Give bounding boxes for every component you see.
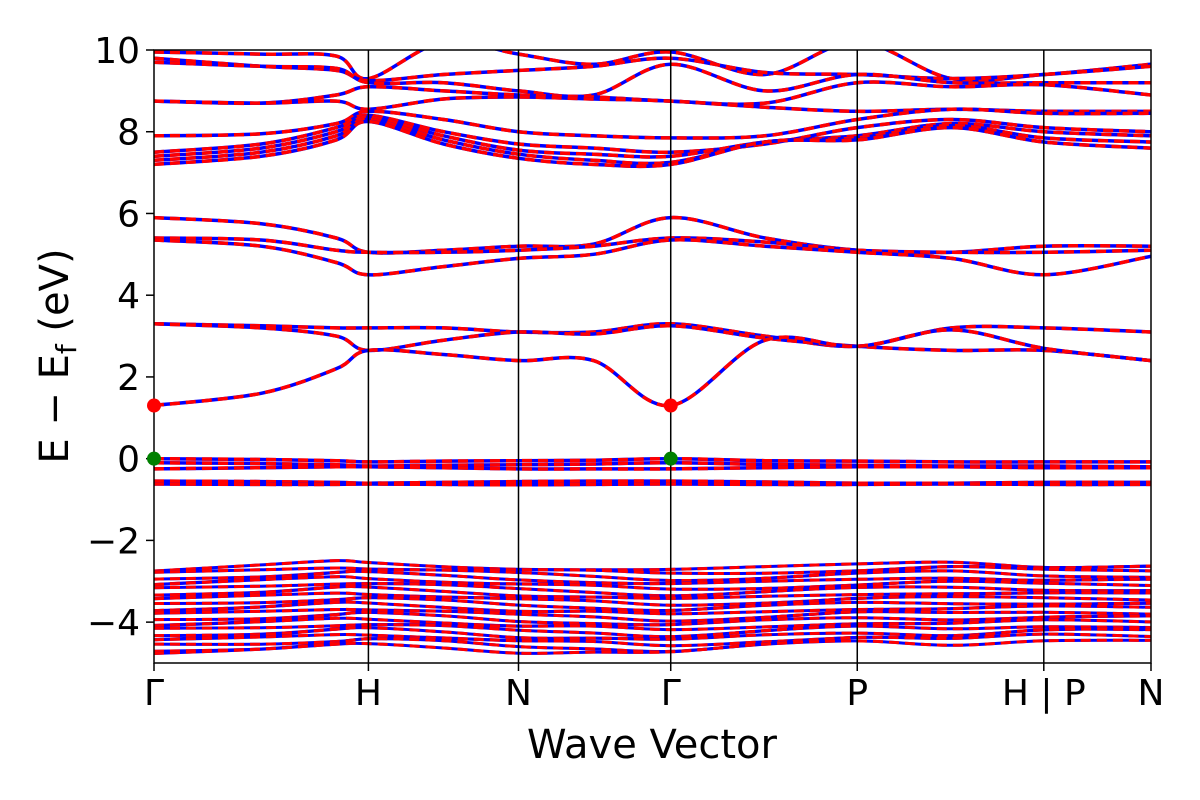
y-axis-label-sub: f [50,343,83,354]
mid-lower-band-1-down [154,322,1151,363]
plot-frame [153,49,1152,664]
near-ef-band-2-down [154,464,1151,471]
marker-0 [147,398,161,413]
x-axis-label: Wave Vector [527,722,778,768]
y-tick-label-2: 0 [117,440,140,481]
x-axis-ticks: Γ H N Γ P H | P N [144,663,1165,714]
y-axis-ticks: −4 −2 0 2 4 6 8 10 [87,31,154,644]
mid-upper-band-2-down [154,238,1151,277]
top-manifold-band-8-down [154,117,1151,166]
kpath-lines [367,50,1045,663]
near-ef-band-0-down [154,456,1151,464]
x-tick-label-6: N [1138,673,1165,714]
plot-area [154,50,1151,655]
y-tick-label-6: 8 [117,113,140,154]
x-tick-label-3: Γ [661,673,681,714]
top-manifold-band-1-down [154,56,1151,83]
x-tick-label-1: H [355,673,382,714]
y-axis-label-unit: (eV) [32,248,78,344]
top-manifold-band-2-down [154,60,1151,99]
y-tick-label-4: 4 [117,276,140,317]
top-manifold-band-9-down [154,119,1151,169]
mid-lower-band-0-down [154,322,1151,349]
y-tick-label-1: −2 [87,521,140,562]
near-ef-band-4-down [154,482,1151,487]
y-tick-label-3: 2 [117,358,140,399]
valence-band-22-down [154,638,1151,655]
mid-upper-band-1-down [154,236,1151,255]
top-manifold-band-7-down [154,115,1151,159]
markers [147,398,678,466]
top-manifold-band-6-down [154,113,1151,155]
marker-3 [663,451,678,466]
valence-band-15-down [154,614,1151,628]
x-tick-label-0: Γ [144,673,164,714]
y-tick-label-0: −4 [87,603,140,644]
x-tick-label-5: H | P [1002,673,1086,714]
marker-2 [147,451,161,466]
mid-lower-band-2-down [154,328,1151,408]
valence-band-4-down [154,575,1151,587]
marker-1 [663,398,678,413]
x-tick-label-4: P [846,673,868,714]
y-axis-label: E − Ef (eV) [32,248,83,463]
x-tick-label-2: N [505,673,532,714]
y-tick-label-5: 6 [117,194,140,235]
y-axis-label-main: E − E [32,354,78,464]
valence-band-10-down [154,595,1151,613]
top-manifold-band-5-down [154,107,1151,140]
y-tick-label-7: 10 [94,31,140,72]
